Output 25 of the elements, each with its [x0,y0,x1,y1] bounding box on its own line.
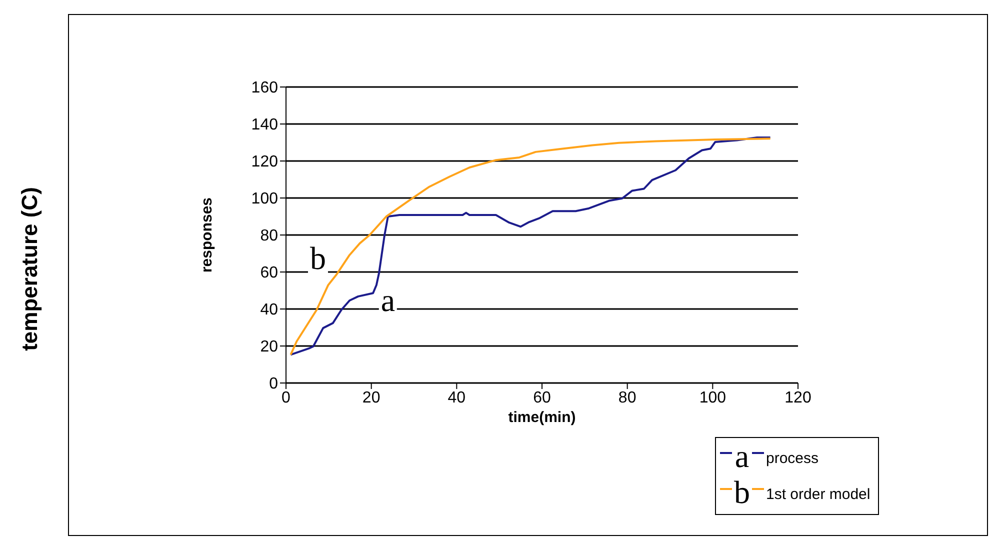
x-tick-label: 120 [784,389,812,406]
y-axis-title: responses [198,197,216,273]
y-tick-label: 120 [251,154,278,171]
y-tick-label: 100 [251,190,278,208]
y-tick-label: 20 [260,338,278,356]
y-tick-label: 140 [251,116,278,134]
x-tick-label: 60 [533,389,551,406]
x-tick-label: 0 [282,389,291,406]
y-tick-label: 60 [260,264,278,282]
x-tick-label: 40 [448,389,466,406]
y-tick-label: 40 [260,302,278,319]
annotation: a [378,282,398,318]
x-tick-label: 80 [618,389,636,406]
legend-label: process [766,450,819,466]
x-tick-label: 100 [699,389,726,406]
text: b [734,474,750,510]
annotation: b [308,240,328,276]
legend-label: 1st order model [766,486,870,502]
text: temperature (C) [17,186,43,353]
y-tick-label: 160 [251,80,278,97]
text: a [734,438,750,474]
x-axis-title: time(min) [508,409,576,426]
x-tick-label: 20 [362,389,380,406]
y-tick-label: 0 [269,376,278,393]
y-tick-label: 80 [260,228,278,245]
